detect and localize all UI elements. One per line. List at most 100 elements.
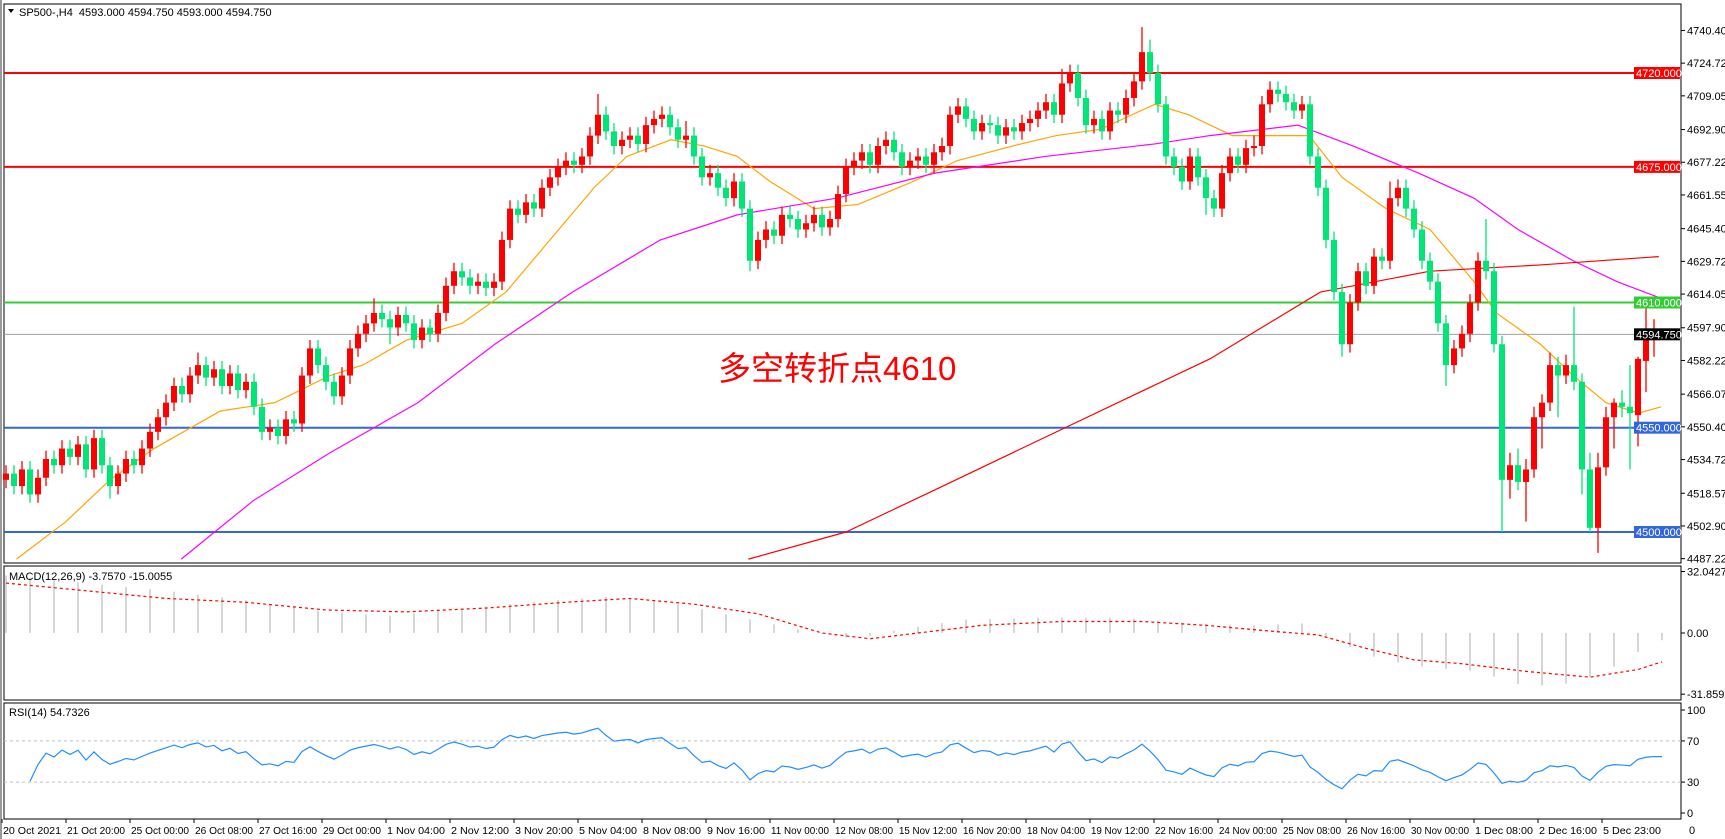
candle [955, 98, 961, 124]
candle [1011, 118, 1017, 140]
candle [371, 298, 377, 332]
candle-body [1339, 292, 1345, 345]
ma-line-mid [180, 124, 1662, 560]
candle-body [1363, 271, 1369, 286]
candle [1339, 283, 1345, 357]
level-label: 4500.000 [1636, 527, 1682, 539]
candle-body [1579, 381, 1585, 470]
candle [219, 360, 225, 395]
candle [971, 110, 977, 140]
candle [171, 377, 177, 411]
candle-body [899, 152, 905, 167]
candle [1051, 93, 1057, 124]
rsi-tick-label: 30 [1687, 777, 1699, 789]
candle [979, 114, 985, 140]
candle [843, 158, 849, 203]
candle [619, 131, 625, 155]
candle [203, 356, 209, 386]
candle-body [1587, 469, 1593, 528]
time-tick-label: 30 Nov 00:00 [1411, 826, 1469, 837]
candle-body [1003, 127, 1009, 136]
candle [379, 304, 385, 328]
candle [1619, 390, 1625, 418]
candle-body [59, 448, 65, 466]
macd-tick-label: 32.0427 [1687, 566, 1725, 578]
price-tick-label: 4597.900 [1687, 323, 1725, 335]
candle [67, 440, 73, 466]
triangle-down-icon[interactable] [8, 9, 14, 13]
candle-body [563, 160, 569, 167]
candle-body [1379, 256, 1385, 261]
candle [475, 273, 481, 295]
candle [579, 148, 585, 174]
candle [299, 367, 305, 432]
candle-body [499, 239, 505, 282]
candle-body [747, 208, 753, 261]
annotation-pivot-text: 多空转折点4610 [718, 350, 956, 387]
candle [1571, 306, 1577, 391]
candle [43, 450, 49, 487]
candle [715, 164, 721, 197]
candle-body [387, 319, 393, 328]
rsi-tick-label: 0 [1687, 808, 1693, 820]
candle [739, 173, 745, 217]
candle-body [315, 348, 321, 366]
candle [515, 200, 521, 224]
candle-body [1435, 281, 1441, 324]
candle-body [923, 156, 929, 165]
candle [907, 152, 913, 176]
candle [1459, 325, 1465, 357]
candle [259, 398, 265, 441]
candle-body [1275, 89, 1281, 94]
candle [451, 262, 457, 295]
candle-body [1019, 123, 1025, 132]
candle-body [331, 381, 337, 397]
time-tick-label: 16 Nov 20:00 [963, 826, 1021, 837]
candle [915, 148, 921, 169]
candle-body [1203, 177, 1209, 199]
time-tick-label: 26 Oct 08:00 [195, 826, 253, 837]
macd-signal-line [5, 582, 1663, 678]
time-tick-label: 25 Nov 08:00 [1283, 826, 1341, 837]
price-axis[interactable]: 4740.400 4724.725 4709.050 4692.900 4677.225… [1681, 25, 1725, 820]
candle [819, 206, 825, 236]
candle-body [979, 123, 985, 132]
candle [1363, 262, 1369, 295]
candle [83, 436, 89, 478]
candle-body [1291, 102, 1297, 111]
candle-body [635, 135, 641, 144]
candle-body [267, 427, 273, 432]
time-tick-label: 24 Nov 00:00 [1219, 826, 1277, 837]
candle [179, 377, 185, 403]
candle [1163, 95, 1169, 165]
candle-body [19, 469, 25, 487]
candle-body [1171, 156, 1177, 167]
level-label-box [1634, 67, 1680, 79]
candle [1403, 179, 1409, 217]
candle [1379, 248, 1385, 270]
candle [195, 352, 201, 384]
candle [1611, 398, 1617, 449]
candle-body [147, 431, 153, 449]
time-axis[interactable]: 20 Oct 2021 21 Oct 20:00 25 Oct 00:00 26 Oc… [1, 819, 1695, 837]
candle [547, 168, 553, 197]
candle [859, 143, 865, 169]
level-label-box [1634, 160, 1680, 173]
candle-body [1099, 118, 1105, 132]
candle [531, 194, 537, 217]
candle-body [595, 114, 601, 136]
candle [483, 273, 489, 297]
candle-body [451, 271, 457, 286]
candle [419, 319, 425, 349]
candle [1131, 73, 1137, 107]
level-label-box [1634, 421, 1680, 434]
candle-body [483, 281, 489, 288]
candle-body [771, 229, 777, 236]
candle-body [1603, 417, 1609, 468]
candle-body [907, 160, 913, 167]
candle [403, 306, 409, 332]
candle-body [291, 419, 297, 424]
candle-body [547, 177, 553, 188]
candle [251, 373, 257, 416]
